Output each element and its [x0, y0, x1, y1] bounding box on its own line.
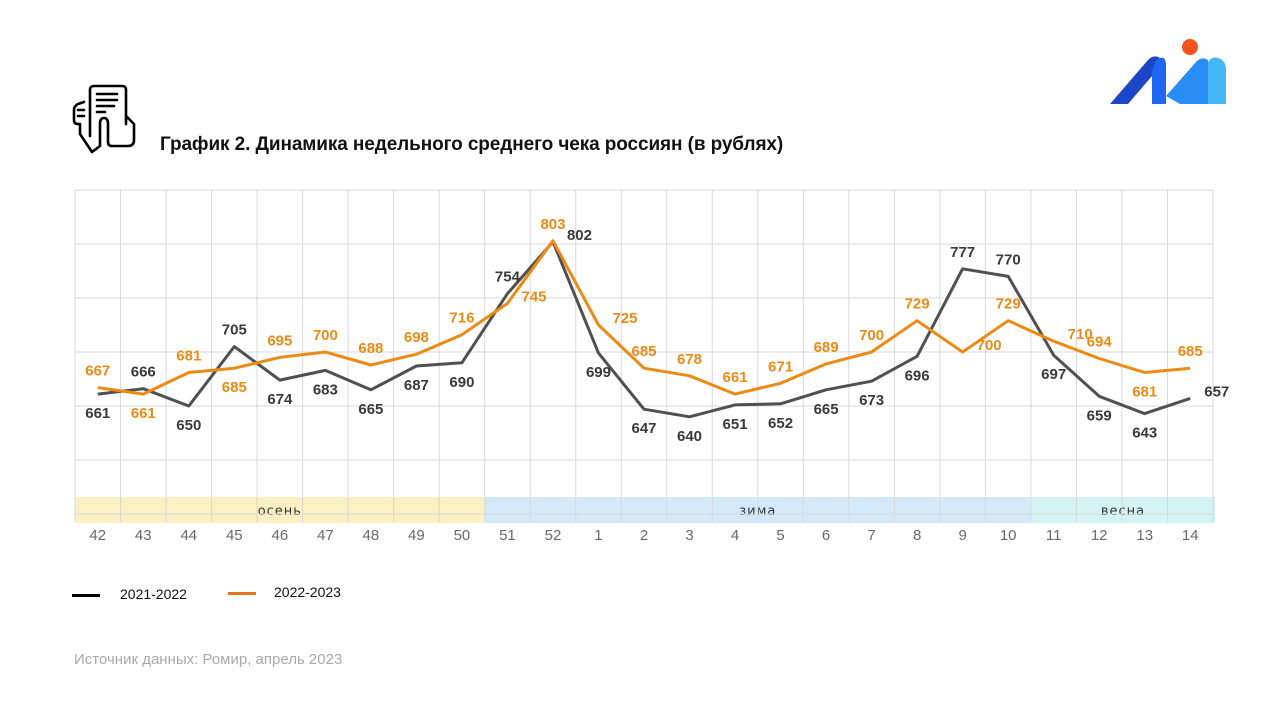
legend-swatch-2022-2023: [228, 592, 256, 595]
data-label: 657: [1204, 383, 1229, 400]
chart-grid: [74, 189, 1214, 522]
data-label: 651: [723, 416, 748, 433]
x-tick-label: 13: [1136, 527, 1153, 544]
data-label: 661: [131, 405, 156, 422]
data-label: 640: [677, 428, 702, 445]
data-label: 683: [313, 381, 338, 398]
data-label: 671: [768, 358, 793, 375]
x-tick-label: 6: [822, 527, 830, 544]
data-label: 685: [222, 379, 247, 396]
data-label: 695: [267, 332, 292, 349]
romir-logo: [1110, 39, 1226, 104]
page-title: График 2. Динамика недельного среднего ч…: [160, 134, 784, 155]
data-label: 710: [1068, 326, 1093, 343]
data-label: 700: [977, 337, 1002, 354]
data-label: 777: [950, 244, 975, 261]
data-label: 674: [267, 391, 293, 408]
x-axis-ticks: 42 43 44 45 46 47 48 49 50 51 52 1 2 3 4 5 6 7 8 9 10 11 12 13 1…: [89, 527, 1198, 544]
data-label: 754: [495, 269, 521, 286]
season-band-2: [1030, 497, 1215, 523]
data-label: 729: [996, 296, 1021, 313]
data-label: 681: [1132, 384, 1157, 401]
data-label: 665: [358, 401, 383, 418]
x-tick-label: 5: [776, 527, 784, 544]
x-tick-label: 8: [913, 527, 921, 544]
data-label: 697: [1041, 366, 1066, 383]
data-label: 673: [859, 392, 884, 409]
data-label: 652: [768, 415, 793, 432]
data-label: 729: [905, 296, 930, 313]
x-tick-label: 3: [685, 527, 693, 544]
data-label: 700: [859, 327, 884, 344]
x-tick-label: 42: [89, 527, 106, 544]
x-tick-label: 9: [958, 527, 966, 544]
x-tick-label: 11: [1046, 527, 1062, 544]
data-label: 803: [540, 216, 565, 233]
legend-swatch-2021-2022: [72, 594, 100, 597]
data-label: 666: [131, 364, 156, 381]
data-label: 681: [176, 348, 201, 365]
season-label: весна: [1101, 504, 1145, 519]
data-label: 705: [222, 322, 247, 339]
legend-label-2021-2022: 2021-2022: [120, 586, 187, 602]
data-label: 698: [404, 329, 429, 346]
data-label: 665: [814, 401, 839, 418]
data-label: 694: [1087, 333, 1113, 350]
data-label: 661: [723, 369, 748, 386]
data-label: 688: [358, 340, 383, 357]
x-tick-label: 10: [1000, 527, 1017, 544]
series-line-2022-2023: [97, 239, 1191, 396]
data-label: 647: [631, 420, 656, 437]
x-tick-label: 43: [135, 527, 152, 544]
data-label: 687: [404, 377, 429, 394]
x-tick-label: 51: [499, 527, 516, 544]
x-tick-label: 50: [454, 527, 471, 544]
season-band-0: [75, 497, 485, 523]
x-tick-label: 48: [363, 527, 380, 544]
data-label: 700: [313, 327, 338, 344]
x-tick-label: 49: [408, 527, 425, 544]
data-label: 678: [677, 351, 702, 368]
x-tick-label: 44: [180, 527, 197, 544]
source-note: Источник данных: Ромир, апрель 2023: [74, 651, 343, 668]
data-label: 661: [85, 405, 110, 422]
x-tick-label: 2: [640, 527, 648, 544]
data-label: 725: [612, 310, 637, 327]
x-tick-label: 45: [226, 527, 243, 544]
season-band: осень зима весна: [75, 497, 1215, 523]
receipt-in-hand-icon: [72, 84, 136, 154]
x-tick-label: 46: [271, 527, 288, 544]
data-label: 667: [85, 363, 110, 380]
x-tick-label: 14: [1182, 527, 1199, 544]
data-label: 716: [449, 310, 474, 327]
data-label: 696: [905, 367, 930, 384]
x-tick-label: 4: [731, 527, 739, 544]
x-tick-label: 1: [594, 527, 602, 544]
data-label: 689: [814, 339, 839, 356]
data-label: 650: [176, 417, 201, 434]
x-tick-label: 7: [867, 527, 875, 544]
data-label: 802: [567, 227, 592, 244]
data-label: 685: [1178, 343, 1203, 360]
data-label: 770: [996, 251, 1021, 268]
data-label: 659: [1087, 407, 1112, 424]
data-label: 745: [521, 288, 546, 305]
season-label: осень: [258, 504, 302, 519]
data-label: 685: [631, 343, 656, 360]
x-tick-label: 52: [545, 527, 562, 544]
series-line-2021-2022: [97, 240, 1191, 419]
x-tick-label: 47: [317, 527, 334, 544]
x-tick-label: 12: [1091, 527, 1108, 544]
data-label: 699: [586, 364, 611, 381]
data-labels: 661 666 650 705 674 683 665 687 690 754 802 699 647 6…: [85, 216, 1229, 445]
data-label: 643: [1132, 425, 1157, 442]
legend-label-2022-2023: 2022-2023: [274, 584, 341, 600]
series-lines: [97, 239, 1191, 419]
data-label: 690: [449, 374, 474, 391]
